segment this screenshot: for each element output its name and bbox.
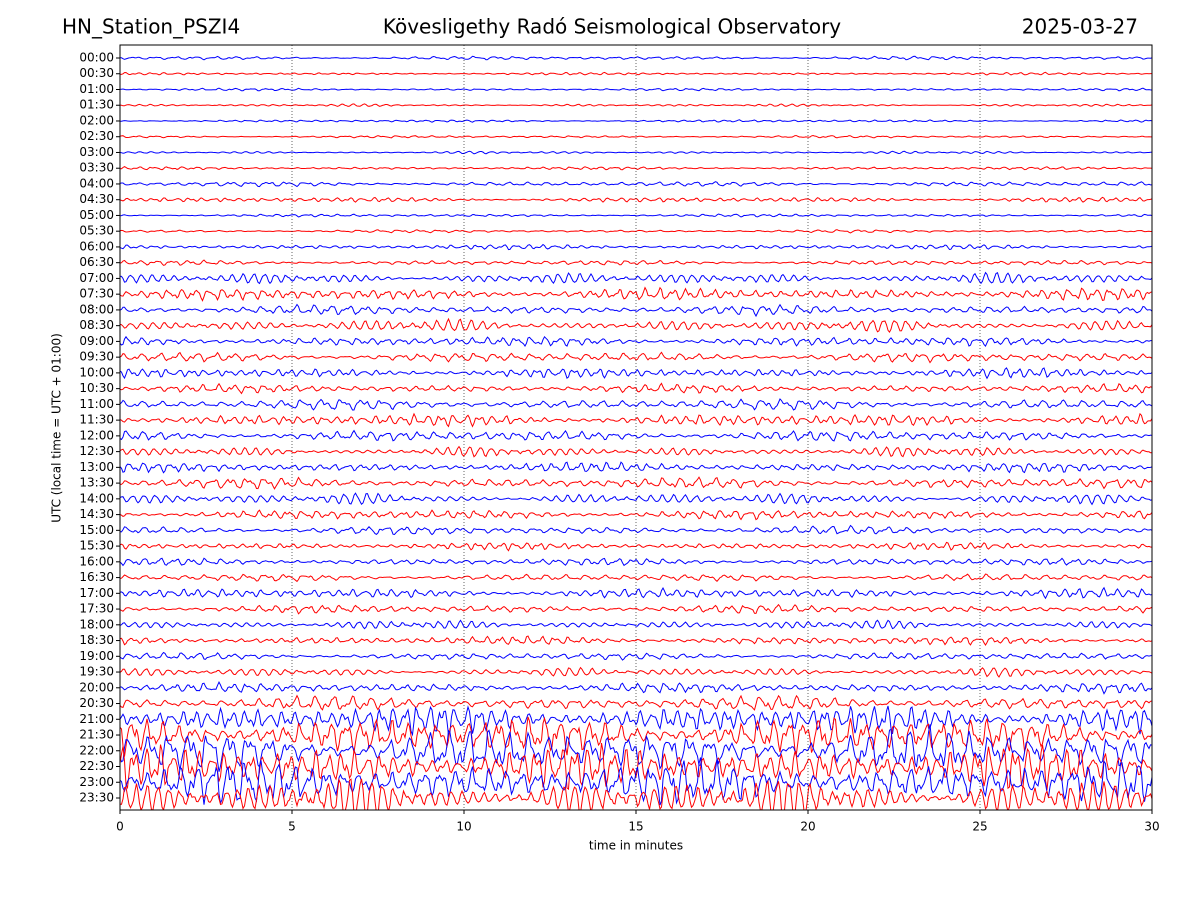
- x-tick-label: 25: [972, 820, 987, 834]
- y-tick-label: 03:30: [79, 161, 114, 175]
- y-tick-label: 07:00: [79, 271, 114, 285]
- y-tick-label: 06:00: [79, 239, 114, 253]
- y-tick-label: 09:30: [79, 350, 114, 364]
- y-tick-label: 02:30: [79, 129, 114, 143]
- y-tick-label: 18:30: [79, 633, 114, 647]
- y-tick-label: 00:00: [79, 51, 114, 65]
- x-tick-label: 5: [288, 820, 296, 834]
- trace: [120, 586, 1152, 600]
- y-tick-label: 15:30: [79, 539, 114, 553]
- y-axis-label: UTC (local time = UTC + 01:00): [50, 333, 64, 523]
- date-title: 2025-03-27: [1022, 15, 1138, 39]
- y-tick-label: 11:30: [79, 413, 114, 427]
- trace: [120, 271, 1152, 285]
- y-tick-label: 05:30: [79, 224, 114, 238]
- y-tick-label: 21:30: [79, 728, 114, 742]
- y-tick-label: 02:00: [79, 113, 114, 127]
- x-axis-label: time in minutes: [589, 839, 683, 853]
- x-tick-label: 0: [116, 820, 124, 834]
- trace: [120, 461, 1152, 474]
- x-tick-label: 15: [628, 820, 643, 834]
- y-tick-label: 01:30: [79, 98, 114, 112]
- y-tick-label: 12:30: [79, 444, 114, 458]
- y-tick-label: 19:00: [79, 649, 114, 663]
- trace: [120, 213, 1152, 218]
- x-tick-label: 20: [800, 820, 815, 834]
- trace: [120, 492, 1152, 506]
- y-tick-label: 08:00: [79, 302, 114, 316]
- y-tick-label: 07:30: [79, 287, 114, 301]
- y-tick-label: 14:00: [79, 491, 114, 505]
- y-tick-label: 00:30: [79, 66, 114, 80]
- y-tick-label: 12:00: [79, 428, 114, 442]
- y-tick-label: 19:30: [79, 665, 114, 679]
- y-tick-label: 10:30: [79, 381, 114, 395]
- y-tick-label: 04:00: [79, 176, 114, 190]
- y-tick-label: 18:00: [79, 617, 114, 631]
- y-tick-label: 16:30: [79, 570, 114, 584]
- trace: [120, 134, 1152, 139]
- y-tick-label: 04:30: [79, 192, 114, 206]
- y-tick-label: 09:00: [79, 334, 114, 348]
- trace: [120, 71, 1152, 76]
- trace: [120, 557, 1152, 567]
- trace: [120, 150, 1152, 155]
- trace: [120, 398, 1152, 411]
- y-tick-label: 08:30: [79, 318, 114, 332]
- y-tick-label: 21:00: [79, 712, 114, 726]
- y-tick-label: 15:00: [79, 523, 114, 537]
- trace: [120, 716, 1152, 757]
- y-tick-label: 14:30: [79, 507, 114, 521]
- x-tick-label: 10: [456, 820, 471, 834]
- y-tick-label: 17:00: [79, 586, 114, 600]
- y-tick-label: 03:00: [79, 145, 114, 159]
- y-tick-label: 11:00: [79, 397, 114, 411]
- station-title: HN_Station_PSZI4: [62, 15, 240, 39]
- trace: [120, 445, 1152, 458]
- trace: [120, 303, 1152, 318]
- trace: [120, 666, 1152, 678]
- y-tick-label: 17:30: [79, 602, 114, 616]
- y-tick-label: 20:00: [79, 680, 114, 694]
- y-tick-label: 13:30: [79, 476, 114, 490]
- y-tick-label: 22:30: [79, 759, 114, 773]
- y-tick-label: 05:00: [79, 208, 114, 222]
- x-tick-label: 30: [1144, 820, 1159, 834]
- trace: [120, 573, 1152, 583]
- chart-title: Kövesligethy Radó Seismological Observat…: [383, 15, 841, 39]
- trace: [120, 724, 1152, 772]
- y-tick-label: 23:30: [79, 791, 114, 805]
- y-tick-label: 06:30: [79, 255, 114, 269]
- y-tick-label: 01:00: [79, 82, 114, 96]
- y-tick-label: 13:00: [79, 460, 114, 474]
- y-tick-label: 20:30: [79, 696, 114, 710]
- y-tick-label: 23:00: [79, 775, 114, 789]
- y-tick-label: 10:00: [79, 365, 114, 379]
- y-tick-label: 16:00: [79, 554, 114, 568]
- y-tick-label: 22:00: [79, 743, 114, 757]
